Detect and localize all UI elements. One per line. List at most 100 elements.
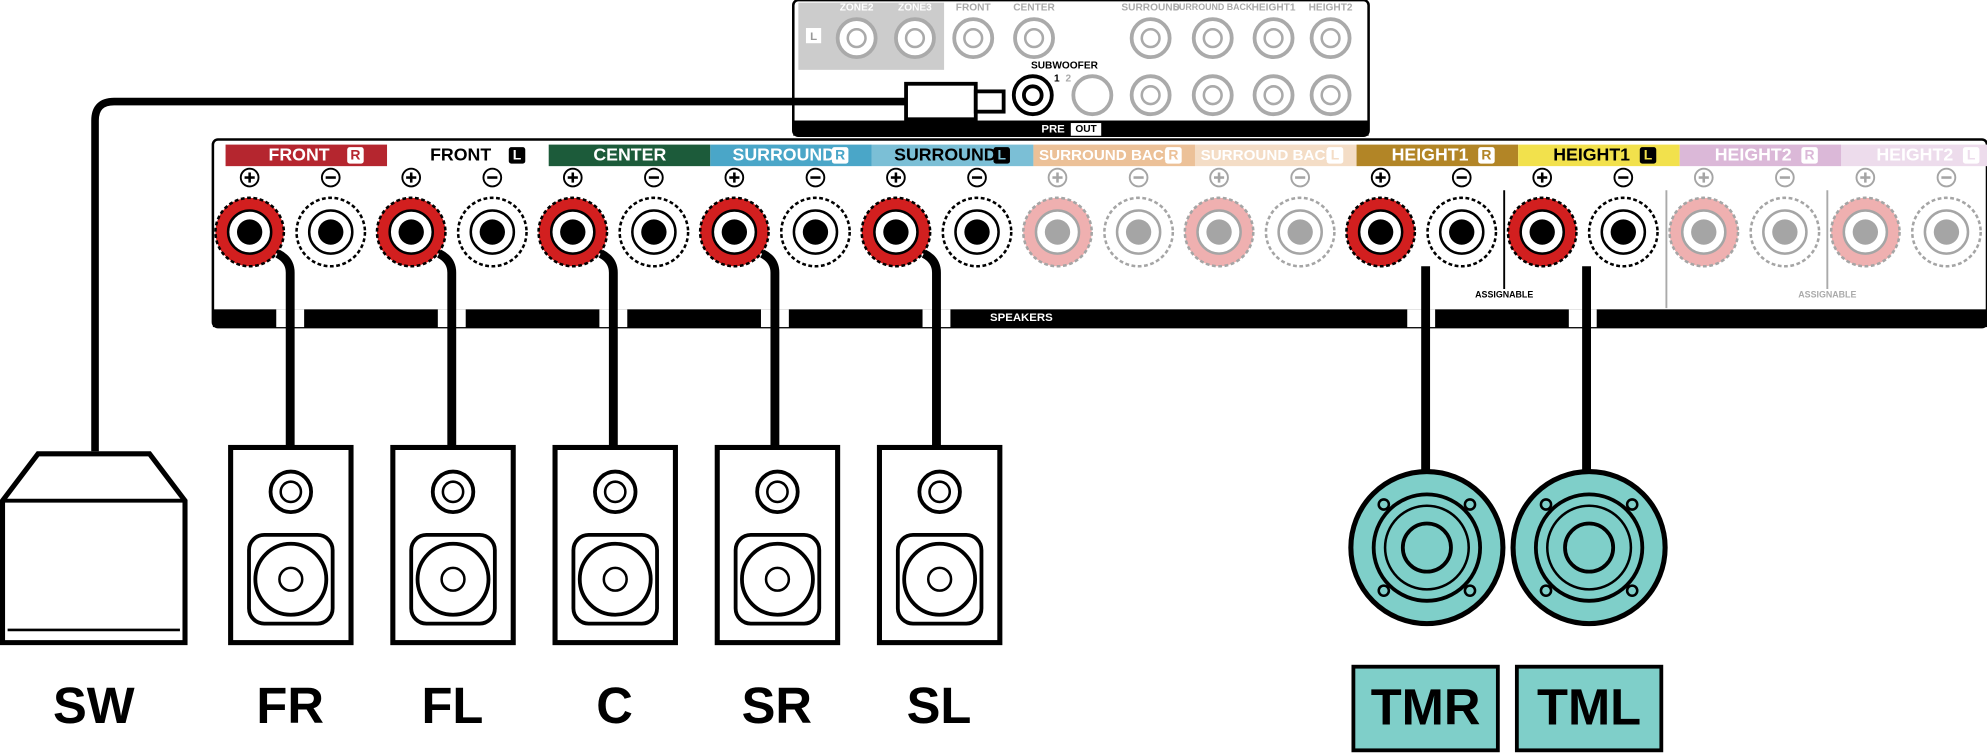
jack-inner — [846, 28, 867, 49]
tweeter-inner — [928, 480, 952, 504]
terminal — [214, 167, 286, 268]
side-label: L — [1331, 147, 1340, 163]
terminal — [1426, 167, 1498, 268]
post-hole — [1449, 219, 1475, 245]
jack — [952, 17, 995, 60]
terminal-label: HEIGHT2 — [1876, 145, 1953, 165]
terminal-label: SURROUND BACK — [1039, 147, 1175, 164]
post-hole — [1691, 219, 1717, 245]
side-box — [1639, 147, 1657, 164]
terminal — [779, 167, 851, 268]
speaker-label: SL — [907, 677, 972, 734]
sub-number: 1 — [1054, 73, 1060, 84]
terminal — [1022, 167, 1093, 268]
terminal — [618, 167, 690, 268]
post-hole — [1287, 219, 1313, 245]
woofer-cap — [440, 566, 466, 592]
post-hole — [1772, 219, 1798, 245]
height-ring — [1383, 504, 1470, 591]
side-box — [508, 147, 526, 164]
terminal-label-bg — [1518, 144, 1680, 167]
terminal-label-bg — [387, 144, 549, 167]
post-ring — [1762, 209, 1808, 255]
post-hole — [1206, 219, 1232, 245]
terminal-label-bg — [1356, 144, 1519, 167]
tweeter — [268, 469, 314, 514]
cable — [921, 249, 941, 450]
jack — [1129, 74, 1172, 117]
post-hole — [1125, 219, 1152, 245]
screw — [1377, 584, 1391, 597]
tweeter-inner — [766, 480, 789, 504]
terminal — [1829, 167, 1901, 268]
polarity — [1128, 167, 1149, 188]
jack-inner — [1202, 85, 1223, 106]
channel-label: HEIGHT1 — [1252, 2, 1296, 13]
woofer-cap — [602, 566, 628, 592]
post-hole — [883, 219, 909, 245]
sub-number: 2 — [1065, 73, 1071, 84]
polarity — [1047, 167, 1068, 188]
tweeter-inner — [441, 480, 465, 504]
binding-post — [1183, 196, 1255, 268]
side-label: R — [835, 147, 845, 163]
post-hole — [236, 219, 263, 245]
woofer-cap — [764, 566, 791, 592]
post-hole — [479, 219, 505, 245]
rca-tip — [973, 89, 1006, 114]
out-label: OUT — [1075, 124, 1097, 135]
post-ring — [1923, 209, 1970, 255]
post-ring — [1680, 209, 1727, 255]
zone-label: ZONE3 — [898, 2, 932, 13]
jack-inner — [1023, 28, 1045, 49]
channel-label: HEIGHT2 — [1309, 2, 1353, 13]
terminal-label: HEIGHT1 — [1553, 145, 1630, 165]
post-hole — [1529, 219, 1555, 245]
tweeter — [593, 469, 638, 514]
side-box — [1801, 147, 1818, 164]
woofer-cap — [278, 566, 304, 592]
bottom-strip — [212, 309, 1987, 328]
side-box — [805, 28, 822, 44]
jack-inner — [1320, 85, 1341, 106]
terminal-label-bg — [1841, 144, 1987, 167]
jack — [835, 17, 878, 60]
jack — [894, 17, 936, 60]
terminal — [1587, 167, 1659, 268]
side-label: L — [1967, 147, 1976, 163]
sub-jack-inner — [1022, 84, 1044, 106]
terminal-label-bg — [710, 144, 872, 167]
binding-post — [1264, 196, 1336, 268]
terminal-label-bg — [1679, 144, 1842, 167]
post-ring — [1196, 209, 1242, 255]
terminal — [1749, 167, 1821, 268]
polarity — [1936, 167, 1957, 188]
side-label: R — [1805, 147, 1815, 163]
jack — [1013, 17, 1055, 60]
height-ring — [1371, 492, 1483, 603]
jack-inner — [1263, 28, 1284, 49]
terminal-label-bg — [871, 144, 1034, 167]
cable — [436, 249, 457, 450]
jack — [1309, 74, 1352, 117]
post-hole — [1610, 219, 1636, 245]
post-hole — [641, 219, 667, 245]
terminal-label-bg — [225, 144, 388, 167]
terminal-label: SURROUND — [894, 145, 997, 165]
post-hole — [1852, 219, 1879, 245]
jack — [1191, 74, 1234, 117]
side-box — [1962, 147, 1980, 164]
speaker-label: TML — [1537, 678, 1641, 735]
terminal — [860, 167, 932, 268]
post-ring — [1115, 209, 1162, 255]
post-hole — [1367, 219, 1394, 245]
binding-post — [1022, 196, 1093, 268]
cable — [598, 249, 618, 450]
jack-inner — [963, 28, 984, 49]
jack-inner — [1263, 85, 1284, 106]
polarity — [1775, 167, 1795, 188]
post-ring — [1277, 209, 1323, 255]
speaker-label: SW — [53, 677, 135, 734]
post-ring — [1034, 209, 1081, 255]
polarity — [1855, 167, 1876, 188]
